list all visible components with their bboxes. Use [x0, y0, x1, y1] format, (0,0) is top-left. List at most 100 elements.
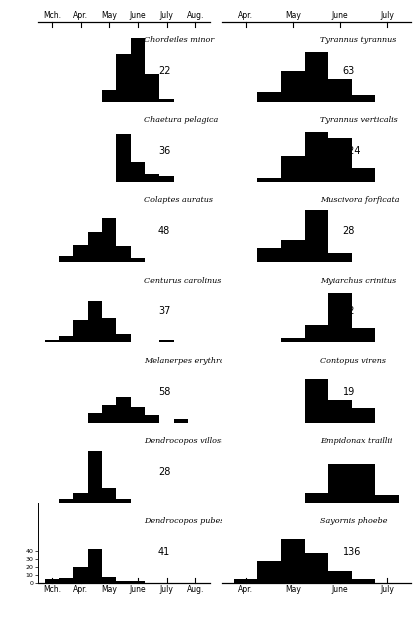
Text: Empidonax traillii: Empidonax traillii	[320, 437, 393, 445]
Bar	[328, 292, 352, 342]
Bar	[305, 132, 328, 182]
Bar	[281, 539, 305, 583]
Text: May: May	[101, 10, 117, 20]
Text: 28: 28	[343, 226, 355, 236]
Text: Tyrannus verticalis: Tyrannus verticalis	[320, 116, 398, 124]
Bar	[102, 405, 116, 423]
Bar	[281, 156, 305, 182]
Bar	[281, 240, 305, 262]
Text: 136: 136	[343, 547, 361, 557]
Bar	[73, 493, 88, 503]
Bar	[328, 400, 352, 423]
Text: Colaptes auratus: Colaptes auratus	[144, 196, 213, 204]
Bar	[88, 549, 102, 583]
Bar	[88, 451, 102, 503]
Bar	[116, 134, 131, 182]
Text: Contopus virens: Contopus virens	[320, 357, 386, 365]
Bar	[352, 579, 375, 583]
Bar	[352, 168, 375, 182]
Bar	[305, 379, 328, 423]
Bar	[116, 581, 131, 583]
Text: July: July	[160, 585, 173, 594]
Text: Muscivora forficata: Muscivora forficata	[320, 196, 400, 204]
Bar	[159, 340, 174, 342]
Bar	[375, 495, 399, 503]
Text: Chaetura pelagica: Chaetura pelagica	[144, 116, 218, 124]
Text: Melanerpes erythrocephalus: Melanerpes erythrocephalus	[144, 357, 261, 365]
Text: June: June	[331, 10, 348, 20]
Text: Apr.: Apr.	[238, 585, 253, 594]
Bar	[257, 248, 281, 262]
Bar	[305, 52, 328, 102]
Bar	[352, 408, 375, 423]
Bar	[131, 38, 145, 102]
Bar	[305, 553, 328, 583]
Text: Dendrocopos pubesens: Dendrocopos pubesens	[144, 517, 238, 525]
Text: Chordeiles minor: Chordeiles minor	[144, 36, 215, 44]
Bar	[159, 176, 174, 182]
Bar	[328, 138, 352, 182]
Text: Apr.: Apr.	[73, 10, 88, 20]
Text: May: May	[285, 10, 301, 20]
Bar	[305, 325, 328, 342]
Text: 22: 22	[158, 66, 171, 76]
Bar	[305, 210, 328, 262]
Bar	[59, 578, 73, 583]
Bar	[352, 465, 375, 503]
Bar	[131, 581, 145, 583]
Bar	[88, 300, 102, 342]
Text: 36: 36	[158, 146, 170, 156]
Text: May: May	[285, 585, 301, 594]
Bar	[328, 252, 352, 262]
Text: Mch.: Mch.	[43, 10, 61, 20]
Bar	[145, 174, 159, 182]
Bar	[352, 328, 375, 342]
Text: 58: 58	[158, 386, 171, 397]
Bar	[88, 232, 102, 262]
Bar	[73, 567, 88, 583]
Bar	[145, 74, 159, 102]
Text: 63: 63	[343, 66, 355, 76]
Bar	[45, 340, 59, 342]
Bar	[305, 493, 328, 503]
Text: Mch.: Mch.	[43, 585, 61, 594]
Bar	[131, 407, 145, 423]
Text: Apr.: Apr.	[73, 585, 88, 594]
Bar	[102, 218, 116, 262]
Bar	[131, 162, 145, 182]
Text: 19: 19	[343, 386, 355, 397]
Bar	[116, 246, 131, 262]
Text: Apr.: Apr.	[238, 10, 253, 20]
Bar	[102, 489, 116, 503]
Bar	[59, 336, 73, 342]
Bar	[102, 90, 116, 102]
Text: 41: 41	[158, 547, 170, 557]
Bar	[328, 571, 352, 583]
Bar	[352, 96, 375, 102]
Text: 37: 37	[158, 307, 171, 317]
Bar	[131, 259, 145, 262]
Bar	[59, 256, 73, 262]
Text: July: July	[160, 10, 173, 20]
Bar	[328, 465, 352, 503]
Bar	[102, 577, 116, 583]
Bar	[257, 561, 281, 583]
Text: May: May	[101, 585, 117, 594]
Bar	[102, 318, 116, 342]
Bar	[281, 339, 305, 342]
Bar	[145, 415, 159, 423]
Text: 124: 124	[343, 146, 361, 156]
Bar	[73, 244, 88, 262]
Text: June: June	[129, 10, 146, 20]
Bar	[73, 320, 88, 342]
Text: Myiarchus crinitus: Myiarchus crinitus	[320, 276, 396, 284]
Text: June: June	[331, 585, 348, 594]
Text: Tyrannus tyrannus: Tyrannus tyrannus	[320, 36, 396, 44]
Text: 28: 28	[158, 467, 171, 477]
Bar	[88, 413, 102, 423]
Text: June: June	[129, 585, 146, 594]
Bar	[116, 54, 131, 102]
Bar	[116, 397, 131, 423]
Bar	[257, 178, 281, 182]
Text: Sayornis phoebe: Sayornis phoebe	[320, 517, 388, 525]
